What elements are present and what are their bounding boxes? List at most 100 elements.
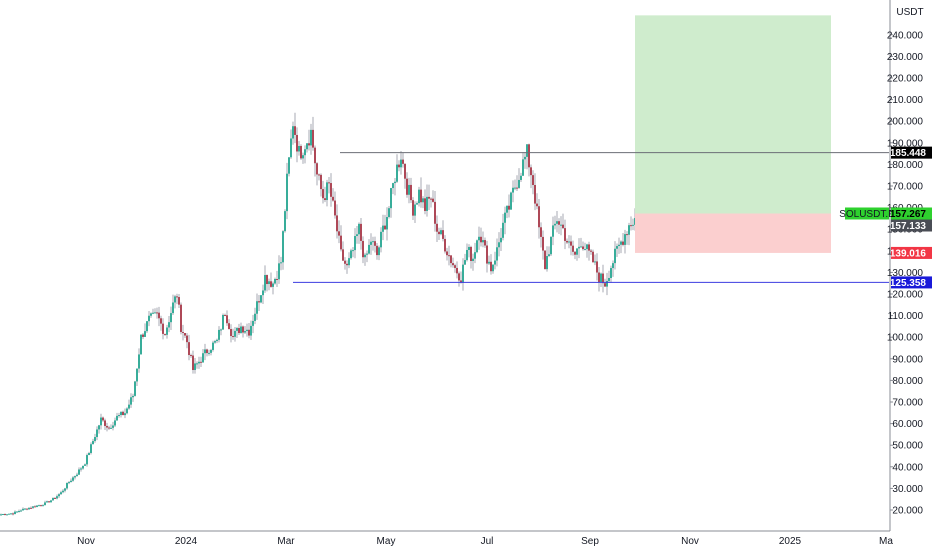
candle-body (298, 145, 300, 152)
candle-body (36, 505, 38, 508)
candle-body (546, 256, 548, 270)
candle-body (218, 329, 220, 340)
candle-body (48, 501, 50, 503)
candle-body (348, 258, 350, 266)
candle-body (4, 514, 6, 516)
last-price-label: 157.267 (890, 209, 927, 220)
candle-body (98, 425, 100, 430)
candle-body (176, 296, 178, 298)
candle-body (80, 468, 82, 470)
candle-body (12, 513, 14, 515)
candle-body (428, 196, 430, 199)
countdown-tag (891, 219, 932, 232)
candle-body (180, 304, 182, 332)
candle-body (104, 420, 106, 426)
candle-body (330, 183, 332, 197)
candle-body (396, 164, 398, 182)
candle-body (354, 236, 356, 251)
candle-body (82, 465, 84, 469)
candle-body (398, 164, 400, 168)
candle-body (460, 280, 462, 283)
candle-body (214, 341, 216, 343)
candle-body (74, 476, 76, 478)
candle-body (328, 182, 330, 184)
candle-body (316, 163, 318, 175)
candle-body (188, 342, 190, 356)
candle-body (142, 334, 144, 337)
candle-body (498, 242, 500, 248)
candle-body (502, 222, 504, 238)
candle-body (510, 192, 512, 210)
candle-body (102, 417, 104, 421)
candle-body (266, 275, 268, 285)
candle-body (550, 236, 552, 255)
candle-body (280, 262, 282, 264)
candle-body (470, 246, 472, 262)
candle-body (442, 230, 444, 239)
candle-body (272, 283, 274, 287)
candle-body (414, 204, 416, 216)
candle-body (146, 321, 148, 332)
candle-body (514, 187, 516, 189)
candle-body (44, 502, 46, 506)
candle-body (596, 261, 598, 273)
candle-body (558, 221, 560, 225)
candle-body (120, 411, 122, 416)
candle-body (228, 323, 230, 330)
candle-body (56, 496, 58, 499)
candle-body (290, 138, 292, 158)
candle-body (32, 506, 34, 508)
candle-body (170, 313, 172, 323)
candle-body (304, 149, 306, 156)
candle-body (254, 313, 256, 321)
candle-body (186, 335, 188, 343)
candle-body (78, 469, 80, 475)
candle-body (432, 198, 434, 202)
candle-body (50, 500, 52, 503)
candle-body (554, 223, 556, 226)
candle-body (450, 255, 452, 264)
candle-body (64, 488, 66, 491)
candle-body (70, 480, 72, 483)
candle-body (244, 331, 246, 333)
candle-body (312, 129, 314, 148)
candle-body (16, 511, 18, 513)
candle-body (72, 477, 74, 481)
candle-body (140, 334, 142, 355)
candle-body (38, 505, 40, 507)
candle-body (598, 272, 600, 283)
candle-body (238, 328, 240, 334)
candle-body (28, 507, 30, 510)
candle-body (570, 241, 572, 246)
candle-body (110, 427, 112, 429)
candle-body (248, 329, 250, 336)
candle-body (392, 183, 394, 189)
candle-body (542, 236, 544, 251)
candle-body (164, 333, 166, 335)
candle-body (216, 339, 218, 342)
y-tick-label: 70.000 (892, 398, 923, 409)
candle-body (476, 240, 478, 253)
candle-body (622, 241, 624, 245)
candle-body (230, 329, 232, 337)
support-price-label: 125.358 (890, 278, 927, 289)
candle-body (500, 237, 502, 243)
candle-body (478, 236, 480, 241)
candle-body (338, 231, 340, 236)
candle-body (234, 330, 236, 337)
candle-body (452, 263, 454, 266)
stop-loss-zone (635, 213, 831, 253)
candle-body (198, 361, 200, 364)
candle-body (486, 245, 488, 264)
candle-body (360, 223, 362, 241)
candle-body (610, 268, 612, 279)
candle-body (506, 205, 508, 213)
candle-body (300, 145, 302, 159)
candle-body (384, 225, 386, 230)
candle-body (200, 361, 202, 363)
candle-body (492, 264, 494, 272)
candle-body (494, 260, 496, 265)
candle-body (24, 508, 26, 510)
x-tick-label: May (377, 536, 396, 547)
